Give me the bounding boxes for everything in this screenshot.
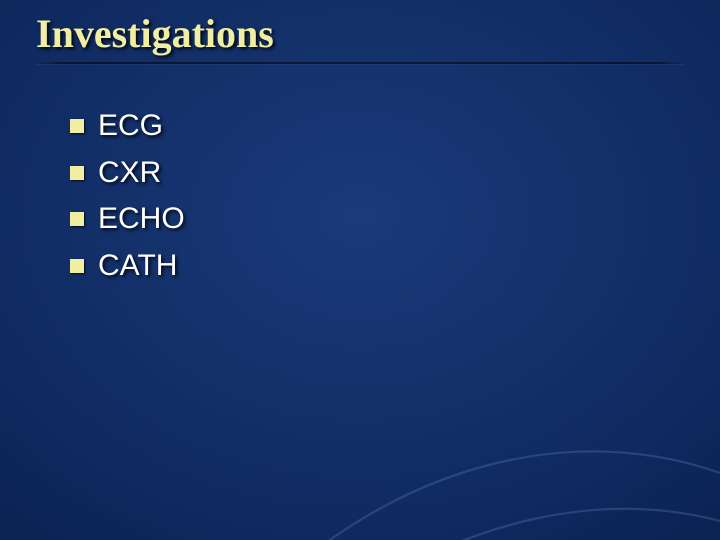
list-item: CATH <box>70 246 650 287</box>
bullet-icon <box>70 119 84 133</box>
title-underline <box>36 62 684 64</box>
title-area: Investigations <box>36 12 684 64</box>
list-item: CXR <box>70 153 650 194</box>
bullet-text: CXR <box>98 153 161 194</box>
bullet-text: ECG <box>98 106 163 147</box>
bullet-text: ECHO <box>98 199 185 240</box>
bullet-list: ECG CXR ECHO CATH <box>70 100 650 292</box>
slide-title: Investigations <box>36 12 684 62</box>
list-item: ECG <box>70 106 650 147</box>
bullet-icon <box>70 166 84 180</box>
bullet-text: CATH <box>98 246 177 287</box>
list-item: ECHO <box>70 199 650 240</box>
bullet-icon <box>70 212 84 226</box>
slide: Investigations ECG CXR ECHO CATH <box>0 0 720 540</box>
bullet-icon <box>70 259 84 273</box>
